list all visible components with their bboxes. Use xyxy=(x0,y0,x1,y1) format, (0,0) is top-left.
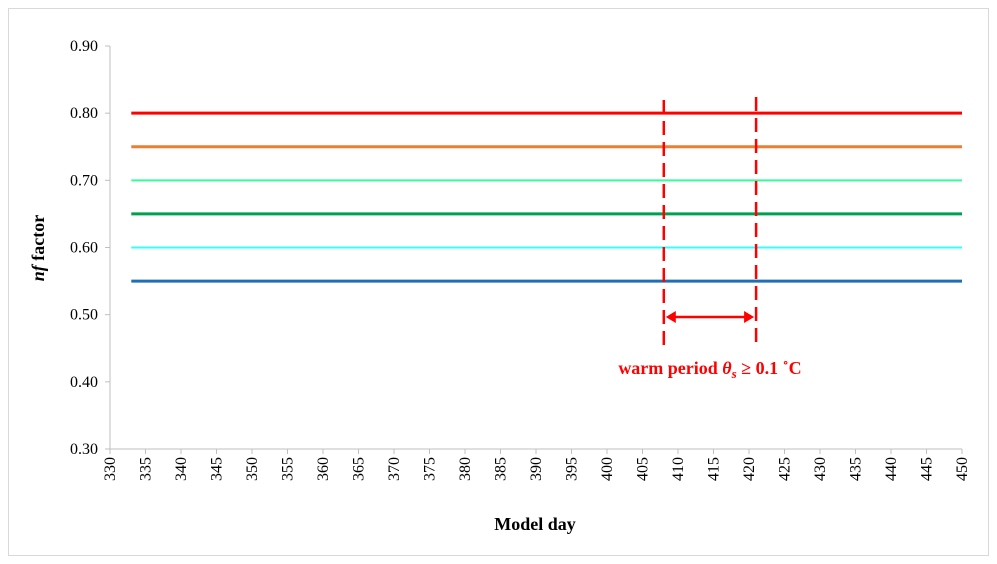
x-tick-label: 380 xyxy=(457,457,474,481)
y-tick-label: 0.90 xyxy=(70,38,98,55)
x-tick-label: 360 xyxy=(315,457,332,481)
y-tick-label: 0.30 xyxy=(70,441,98,458)
x-tick-label: 425 xyxy=(777,457,794,481)
label-part: s xyxy=(731,366,737,381)
y-axis-title-italic: nf xyxy=(28,263,48,281)
x-tick-label: 385 xyxy=(493,457,510,481)
x-tick-label: 410 xyxy=(670,457,687,481)
x-tick-label: 430 xyxy=(812,457,829,481)
y-tick-label: 0.50 xyxy=(70,307,98,324)
x-tick-label: 355 xyxy=(280,457,297,481)
x-tick-label: 340 xyxy=(173,457,190,481)
x-tick-label: 345 xyxy=(209,457,226,481)
y-tick-label: 0.70 xyxy=(70,172,98,189)
warm-period-label: warm period θs ≥ 0.1 ˚C xyxy=(618,358,801,381)
y-tick-label: 0.40 xyxy=(70,374,98,391)
x-tick-label: 370 xyxy=(386,457,403,481)
x-tick-label: 390 xyxy=(528,457,545,481)
x-tick-label: 350 xyxy=(244,457,261,481)
y-tick-label: 0.80 xyxy=(70,105,98,122)
x-tick-label: 335 xyxy=(138,457,155,481)
label-part: θ xyxy=(722,358,732,378)
y-axis-title-rest: factor xyxy=(28,215,48,265)
label-part: ≥ 0.1 ˚C xyxy=(737,358,802,378)
x-tick-label: 450 xyxy=(954,457,971,481)
x-axis-title: Model day xyxy=(494,514,576,534)
x-tick-label: 420 xyxy=(741,457,758,481)
x-tick-label: 415 xyxy=(706,457,723,481)
arrow-head xyxy=(744,311,755,323)
x-tick-label: 330 xyxy=(102,457,119,481)
x-tick-label: 440 xyxy=(883,457,900,481)
x-tick-label: 445 xyxy=(919,457,936,481)
x-tick-label: 365 xyxy=(351,457,368,481)
x-tick-label: 435 xyxy=(848,457,865,481)
y-axis-title: nf factor xyxy=(28,215,48,281)
y-tick-label: 0.60 xyxy=(70,240,98,257)
x-tick-label: 400 xyxy=(599,457,616,481)
label-part: warm period xyxy=(618,358,722,378)
arrow-head xyxy=(665,311,676,323)
x-tick-label: 375 xyxy=(422,457,439,481)
x-tick-label: 405 xyxy=(635,457,652,481)
x-tick-label: 395 xyxy=(564,457,581,481)
